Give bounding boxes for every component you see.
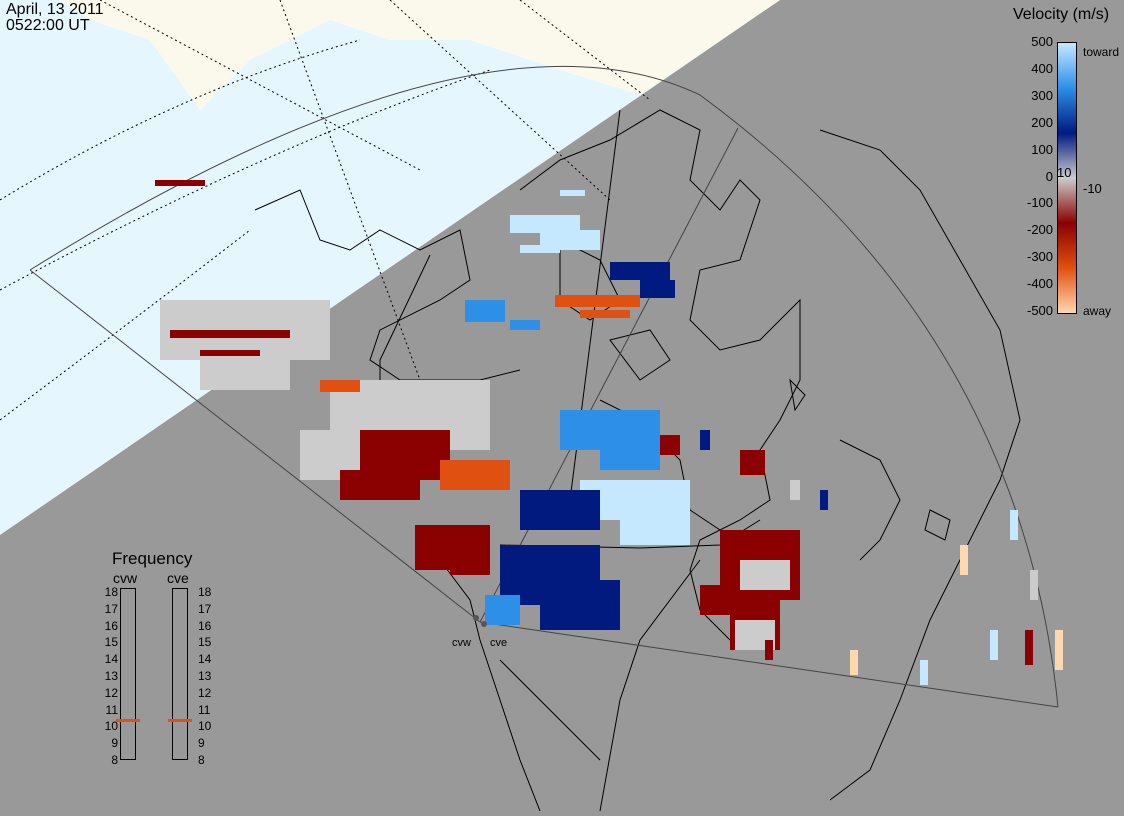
site-label-cve: cve: [490, 637, 508, 649]
echo-cell: [170, 330, 290, 338]
echo-cell: [465, 300, 505, 322]
echo-cell: [200, 350, 290, 390]
frequency-scale-label: 18: [198, 585, 212, 599]
velocity-tick-label: -400: [1027, 276, 1054, 291]
velocity-tick-label: -10: [1083, 181, 1102, 196]
frequency-column-cvw: [120, 588, 136, 760]
velocity-tick-label: 100: [1031, 142, 1053, 157]
velocity-away-label: away: [1083, 304, 1112, 318]
frequency-title: Frequency: [112, 549, 193, 568]
echo-cell: [560, 190, 585, 196]
echo-cell: [155, 180, 205, 186]
frequency-scale-label: 16: [104, 618, 118, 633]
echo-cell: [820, 490, 828, 510]
echo-cell: [765, 640, 773, 660]
echo-cell: [620, 520, 690, 545]
frequency-scale-label: 11: [198, 702, 211, 717]
echo-cell: [790, 480, 800, 500]
coastlines: [254, 109, 1021, 812]
frequency-scale-label: 9: [198, 736, 205, 751]
velocity-tick-label: -100: [1027, 195, 1054, 210]
echo-cell: [960, 545, 968, 575]
frequency-scale-label: 10: [104, 719, 118, 734]
frequency-scale-label: 14: [104, 652, 118, 667]
velocity-legend-title: Velocity (m/s): [1013, 6, 1110, 23]
radar-site-cvw: [473, 615, 479, 621]
velocity-tick-label: 0: [1045, 169, 1053, 184]
echo-cell: [600, 440, 660, 470]
frequency-scale-label: 18: [104, 585, 118, 599]
velocity-tick-label: 300: [1031, 88, 1053, 103]
radar-site-cve: [481, 621, 487, 627]
frequency-scale-label: 12: [104, 685, 118, 700]
echo-cell: [1055, 630, 1063, 670]
timestamp: April, 13 2011 0522:00 UT: [6, 2, 104, 34]
echo-cell: [700, 585, 730, 615]
velocity-tick-label: -500: [1027, 303, 1054, 318]
frequency-radar-cve: cve: [167, 570, 189, 586]
velocity-color-bar: [1057, 42, 1077, 314]
frequency-scale-label: 8: [198, 753, 205, 767]
echo-cell: [850, 650, 858, 675]
frequency-marker-cvw: [116, 718, 140, 722]
echo-cell: [540, 580, 620, 630]
frequency-scale-label: 14: [198, 652, 212, 667]
frequency-scale-label: 9: [111, 736, 118, 751]
echo-cell: [1030, 570, 1038, 600]
frequency-scale-label: 8: [111, 753, 118, 767]
frequency-marker-cve: [168, 718, 192, 722]
daylight-sea: [0, 0, 780, 535]
timestamp-time: 0522:00 UT: [6, 17, 90, 34]
echo-cell: [660, 435, 680, 455]
echo-cell: [990, 630, 998, 660]
frequency-scale-label: 15: [104, 635, 118, 650]
echo-cell: [320, 380, 360, 392]
frequency-scale-label: 13: [198, 669, 212, 683]
frequency-scale-label: 17: [104, 601, 118, 616]
echo-cell: [200, 350, 260, 356]
frequency-scale-label: 13: [104, 669, 118, 683]
velocity-tick-label: 10: [1057, 165, 1072, 180]
frequency-column-cve: [172, 588, 188, 760]
frequency-scale-label: 17: [198, 601, 212, 616]
echo-cell: [920, 660, 928, 685]
timestamp-date: April, 13 2011: [6, 1, 104, 18]
echo-cell: [740, 450, 765, 475]
lat-lon-grid: [0, 0, 651, 421]
echo-cell: [610, 262, 670, 280]
echo-cell: [510, 320, 540, 330]
velocity-tick-label: 400: [1031, 61, 1053, 76]
velocity-toward-label: toward: [1083, 45, 1120, 59]
frequency-scale-label: 12: [198, 685, 212, 700]
daylight-land: [60, 0, 780, 110]
echo-cell: [700, 430, 710, 450]
echo-cell: [740, 560, 790, 590]
velocity-tick-label: -200: [1027, 222, 1054, 237]
velocity-tick-label: 200: [1031, 115, 1053, 130]
site-label-cvw: cvw: [452, 637, 471, 649]
echo-cell: [1010, 510, 1018, 540]
echo-cell: [450, 555, 490, 575]
frequency-scale-label: 15: [198, 635, 212, 650]
echo-cell: [520, 245, 560, 253]
frequency-scale-label: 16: [198, 618, 212, 633]
echo-cell: [340, 470, 420, 500]
echo-cell: [555, 295, 640, 307]
echo-cell: [510, 215, 580, 233]
frequency-scale-label: 10: [198, 719, 212, 734]
frequency-radar-cvw: cvw: [113, 570, 138, 586]
frequency-scale-label: 11: [105, 702, 118, 717]
echo-cell: [520, 490, 600, 530]
echo-cell: [485, 595, 520, 625]
echo-cell: [640, 280, 675, 298]
echo-cell: [580, 310, 630, 318]
radar-echoes: [155, 180, 1063, 685]
echo-cell: [440, 460, 510, 490]
velocity-tick-label: 500: [1031, 34, 1053, 49]
field-of-view: [29, 65, 1059, 708]
echo-cell: [1025, 630, 1033, 665]
velocity-tick-label: -300: [1027, 249, 1054, 264]
